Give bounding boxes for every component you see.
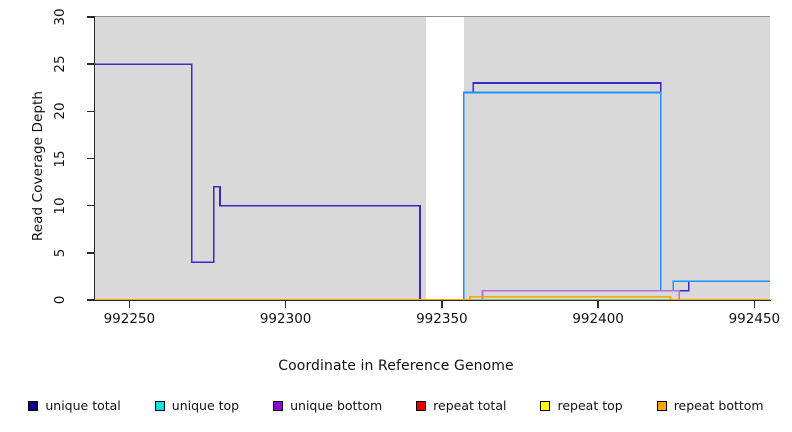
- y-tick-label: 0: [52, 295, 68, 305]
- legend-label: unique top: [171, 398, 240, 413]
- y-tick: [87, 252, 94, 254]
- legend-item[interactable]: repeat bottom: [656, 398, 764, 413]
- y-tick: [87, 299, 94, 301]
- y-tick: [87, 204, 94, 207]
- legend-swatch-icon: [656, 400, 667, 411]
- x-tick-label: 992250: [103, 311, 156, 327]
- legend-swatch-icon: [540, 400, 551, 411]
- y-tick: [87, 110, 94, 113]
- legend-swatch-icon: [416, 400, 427, 411]
- x-tick: [284, 301, 287, 308]
- x-tick: [441, 301, 443, 308]
- x-tick-label: 992350: [416, 311, 468, 327]
- y-tick-label: 5: [52, 248, 68, 258]
- x-tick: [597, 301, 599, 308]
- legend-item[interactable]: unique bottom: [273, 398, 382, 413]
- legend-item[interactable]: unique top: [154, 398, 240, 413]
- plot-area: [95, 16, 770, 300]
- x-tick-label: 992400: [572, 311, 624, 327]
- legend-item[interactable]: repeat top: [540, 398, 623, 413]
- chart-legend: unique total unique top unique bottom repea…: [0, 398, 792, 413]
- plot-top-frame: [95, 16, 770, 17]
- y-tick-label: 15: [52, 149, 68, 168]
- x-tick: [128, 301, 131, 308]
- trace-unique-top: [95, 91, 770, 300]
- legend-label: repeat top: [557, 398, 623, 413]
- data-traces: [95, 63, 770, 300]
- y-tick: [87, 63, 94, 65]
- legend-item[interactable]: repeat total: [416, 398, 506, 413]
- legend-label: repeat bottom: [673, 398, 764, 413]
- y-axis-line: [94, 16, 96, 301]
- legend-swatch-icon: [28, 400, 39, 411]
- trace-unique-bottom: [95, 289, 770, 300]
- shaded-region: [463, 17, 770, 300]
- trace-unique-total: [95, 63, 770, 300]
- y-tick-label: 30: [52, 8, 68, 26]
- legend-label: unique total: [45, 398, 121, 413]
- y-tick-label: 10: [52, 197, 68, 215]
- legend-swatch-icon: [273, 400, 284, 411]
- x-tick: [753, 301, 756, 308]
- x-axis-title: Coordinate in Reference Genome: [278, 358, 514, 374]
- y-tick: [87, 157, 94, 160]
- legend-label: repeat total: [433, 398, 507, 413]
- legend-label: unique bottom: [290, 398, 383, 413]
- trace-repeat-bottom: [95, 295, 770, 300]
- x-tick-label: 992300: [259, 311, 312, 327]
- legend-swatch-icon: [154, 400, 165, 411]
- y-tick-label: 20: [52, 102, 68, 120]
- x-tick-label: 992450: [728, 311, 781, 327]
- legend-item[interactable]: unique total: [28, 398, 121, 413]
- x-axis-line: [94, 300, 771, 302]
- y-tick: [87, 16, 94, 18]
- y-tick-label: 25: [52, 55, 68, 73]
